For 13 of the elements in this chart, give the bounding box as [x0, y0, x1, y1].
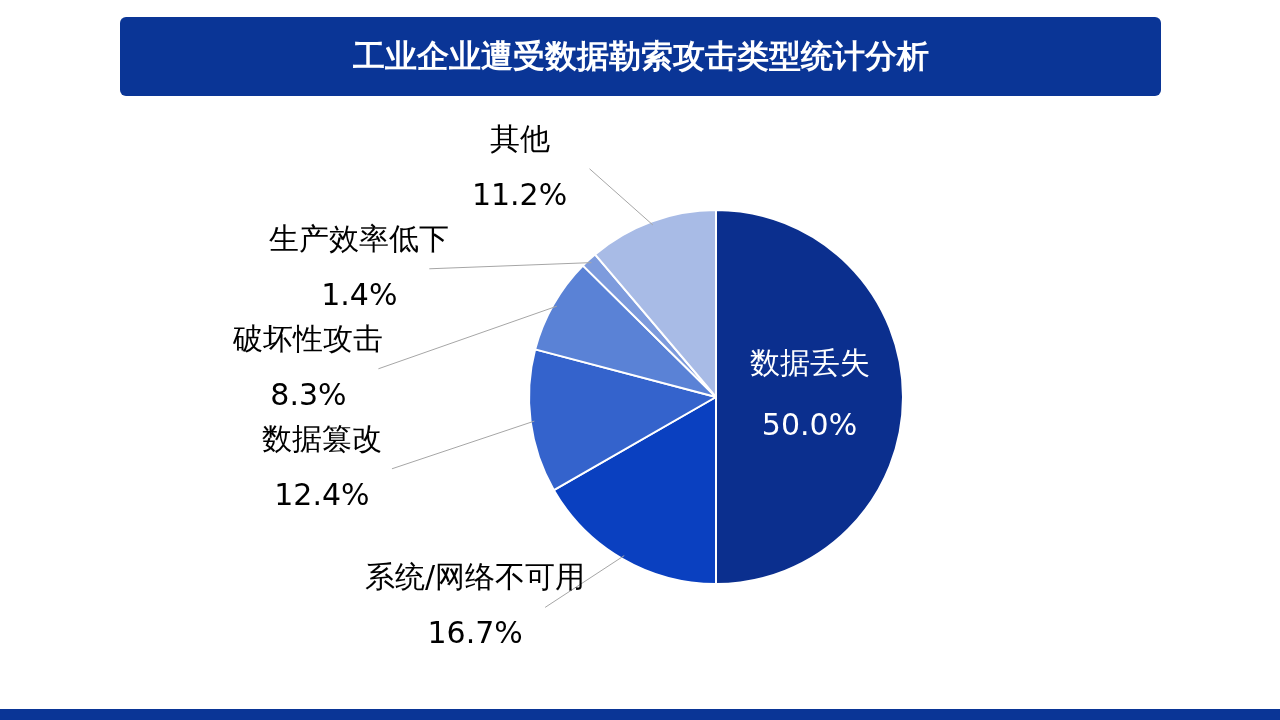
slice-label: 其他	[489, 120, 550, 156]
data-label: 16.7%	[427, 615, 523, 651]
slice-label: 系统/网络不可用	[365, 559, 586, 595]
slice-label: 数据丢失	[749, 344, 870, 380]
slice-label: 数据篡改	[261, 420, 382, 456]
data-label: 12.4%	[274, 476, 370, 512]
data-label: 1.4%	[321, 276, 398, 312]
data-label: 8.3%	[270, 376, 347, 412]
slice-label: 生产效率低下	[269, 220, 450, 256]
slice-label: 破坏性攻击	[232, 320, 384, 356]
chart-title: 工业企业遭受数据勒索攻击类型统计分析	[352, 35, 929, 77]
data-label: 50.0%	[761, 406, 858, 442]
data-label: 11.2%	[471, 176, 568, 212]
